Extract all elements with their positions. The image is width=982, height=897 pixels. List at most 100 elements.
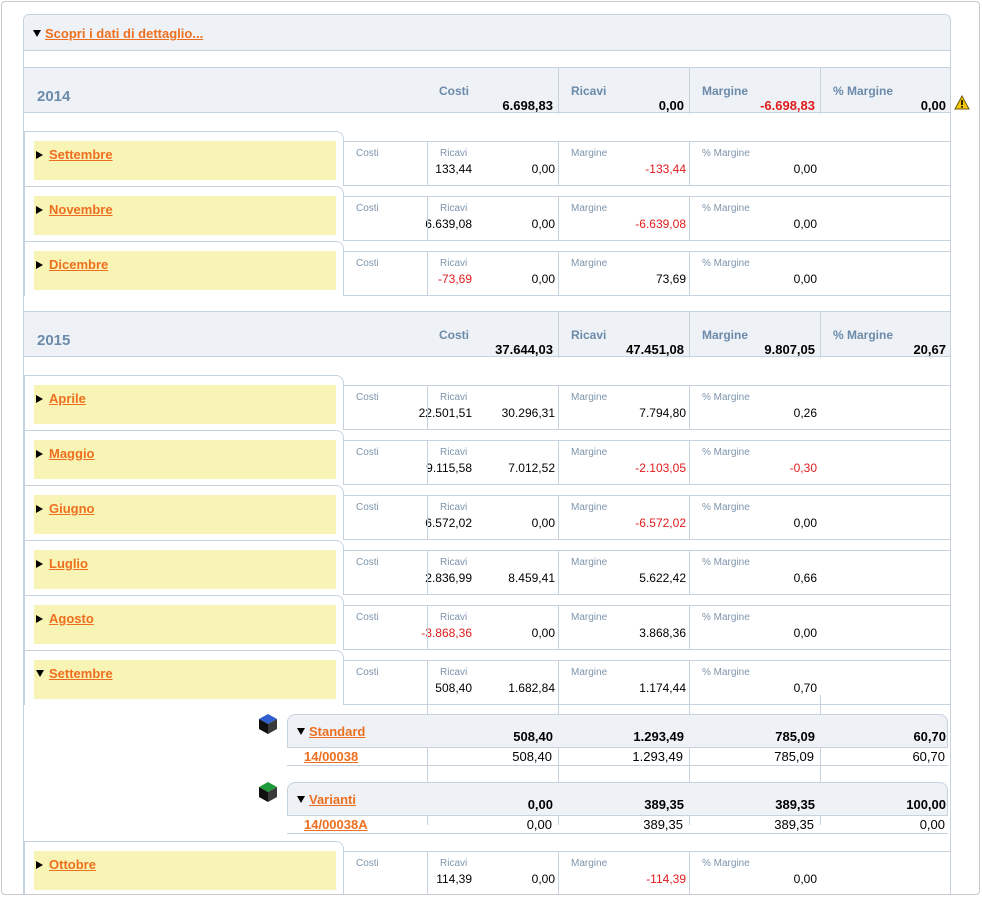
month-costi: Costi -73,69 xyxy=(344,252,475,296)
chevron-right-icon[interactable] xyxy=(36,615,43,623)
month-values: Costi 508,40 Ricavi 1.682,84 Margine 1.174,… xyxy=(344,660,950,705)
chevron-right-icon[interactable] xyxy=(36,206,43,214)
month-tab[interactable]: Giugno xyxy=(24,485,344,540)
margine-caption: Margine xyxy=(571,148,608,159)
discover-details-link[interactable]: Scopri i dati di dettaglio... xyxy=(45,26,204,41)
ricavi-value: 47.451,08 xyxy=(626,342,684,357)
month-ricavi: Ricavi 0,00 xyxy=(427,197,558,241)
month-row: Settembre Costi 133,44 Ricavi 0,00 Margine… xyxy=(24,131,950,186)
costi-caption: Costi xyxy=(356,858,379,869)
month-tab[interactable]: Dicembre xyxy=(24,241,344,296)
month-pct: % Margine 0,00 xyxy=(689,606,820,650)
chevron-right-icon[interactable] xyxy=(36,505,43,513)
month-tab-fill xyxy=(34,495,336,534)
month-link[interactable]: Ottobre xyxy=(49,857,96,872)
month-link[interactable]: Maggio xyxy=(49,446,95,461)
month-pct: % Margine 0,00 xyxy=(689,496,820,540)
month-link[interactable]: Giugno xyxy=(49,501,95,516)
chevron-right-icon[interactable] xyxy=(36,861,43,869)
month-pct: % Margine 0,00 xyxy=(689,197,820,241)
chevron-down-icon[interactable] xyxy=(297,796,305,803)
margine-caption: Margine xyxy=(571,858,608,869)
month-tab[interactable]: Settembre xyxy=(24,650,344,705)
month-link[interactable]: Aprile xyxy=(49,391,86,406)
month-tab[interactable]: Agosto xyxy=(24,595,344,650)
month-link[interactable]: Agosto xyxy=(49,611,94,626)
costi-value: 508,40 xyxy=(435,681,472,695)
month-values: Costi 114,39 Ricavi 0,00 Margine -114,39 % … xyxy=(344,851,950,894)
ricavi-caption: Ricavi xyxy=(440,667,468,678)
margine-caption: Margine xyxy=(702,84,749,98)
pct-value: 0,00 xyxy=(793,516,817,530)
group-costi: 0,00 xyxy=(527,797,553,812)
chevron-down-icon[interactable] xyxy=(33,30,41,37)
month-tab[interactable]: Settembre xyxy=(24,131,344,186)
ricavi-caption: Ricavi xyxy=(440,858,468,869)
chevron-right-icon[interactable] xyxy=(36,261,43,269)
pct-caption: % Margine xyxy=(833,84,894,98)
ricavi-value: 0,00 xyxy=(531,626,555,640)
margine-value: 73,69 xyxy=(655,272,686,286)
costi-value: 6.698,83 xyxy=(502,98,553,113)
detail-row: 14/00038 508,40 1.293,49 785,09 60,70 xyxy=(287,748,948,766)
chevron-down-icon[interactable] xyxy=(297,728,305,735)
month-pct: % Margine 0,00 xyxy=(689,252,820,296)
group-margine: 389,35 xyxy=(775,797,815,812)
month-link[interactable]: Luglio xyxy=(49,556,88,571)
month-margine: Margine 1.174,44 xyxy=(558,661,689,705)
month-costi: Costi 2.836,99 xyxy=(344,551,475,595)
costi-value: 9.115,58 xyxy=(426,461,472,475)
costi-value: 6.639,08 xyxy=(425,217,472,231)
pct-value: 0,00 xyxy=(793,217,817,231)
month-tab[interactable]: Ottobre xyxy=(24,841,344,894)
ricavi-value: 0,00 xyxy=(531,162,555,176)
ricavi-caption: Ricavi xyxy=(440,392,468,403)
chevron-down-icon[interactable] xyxy=(36,670,44,677)
pct-value: 0,00 xyxy=(793,872,817,886)
month-costi: Costi -3.868,36 xyxy=(344,606,475,650)
costi-value: 6.572,02 xyxy=(425,516,472,530)
month-margine: Margine -6.639,08 xyxy=(558,197,689,241)
chevron-right-icon[interactable] xyxy=(36,560,43,568)
ricavi-caption: Ricavi xyxy=(571,328,607,342)
ricavi-value: 0,00 xyxy=(531,516,555,530)
month-link[interactable]: Novembre xyxy=(49,202,113,217)
document-link[interactable]: 14/00038A xyxy=(304,817,368,832)
pct-caption: % Margine xyxy=(702,447,750,458)
month-values: Costi 6.639,08 Ricavi 0,00 Margine -6.639,0… xyxy=(344,196,950,241)
pct-value: 0,00 xyxy=(920,98,946,113)
margine-value: 3.868,36 xyxy=(639,626,686,640)
month-tab[interactable]: Aprile xyxy=(24,375,344,430)
group-costi: 508,40 xyxy=(513,729,553,744)
pct-value: 0,00 xyxy=(793,272,817,286)
cube-icon xyxy=(259,782,277,802)
month-link[interactable]: Dicembre xyxy=(49,257,109,272)
month-tab[interactable]: Novembre xyxy=(24,186,344,241)
column-divider xyxy=(427,695,428,825)
group-link[interactable]: Varianti xyxy=(309,792,356,807)
chevron-right-icon[interactable] xyxy=(36,151,43,159)
chevron-right-icon[interactable] xyxy=(36,450,43,458)
document-link[interactable]: 14/00038 xyxy=(304,749,359,764)
group-link[interactable]: Standard xyxy=(309,724,366,739)
month-tab-fill xyxy=(34,851,336,890)
year-costi-cell: Costi 6.698,83 xyxy=(427,68,557,114)
costi-value: 2.836,99 xyxy=(425,571,472,585)
month-link[interactable]: Settembre xyxy=(49,666,113,681)
month-margine: Margine -6.572,02 xyxy=(558,496,689,540)
group-ricavi: 389,35 xyxy=(644,797,684,812)
detail-costi: 508,40 xyxy=(512,749,552,764)
month-link[interactable]: Settembre xyxy=(49,147,113,162)
pct-caption: % Margine xyxy=(702,203,750,214)
warning-icon xyxy=(954,95,970,110)
group-pct: 60,70 xyxy=(913,729,946,744)
month-tab[interactable]: Luglio xyxy=(24,540,344,595)
month-costi: Costi 6.639,08 xyxy=(344,197,475,241)
month-tab-fill xyxy=(34,141,336,180)
month-row: Agosto Costi -3.868,36 Ricavi 0,00 Margine… xyxy=(24,595,950,650)
pct-caption: % Margine xyxy=(702,557,750,568)
chevron-right-icon[interactable] xyxy=(36,395,43,403)
ricavi-caption: Ricavi xyxy=(440,203,468,214)
month-tab[interactable]: Maggio xyxy=(24,430,344,485)
costi-caption: Costi xyxy=(356,148,379,159)
